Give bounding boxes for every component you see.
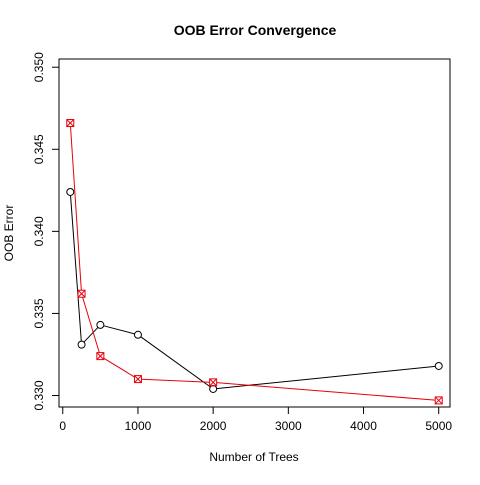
point-cross [77, 289, 86, 298]
series-2-segment [141, 378, 210, 383]
series-1-point [133, 330, 142, 339]
x-tick-label: 2000 [200, 419, 227, 433]
x-tick-label: 5000 [425, 419, 452, 433]
point-box [209, 378, 218, 387]
point-box [96, 352, 105, 361]
point-cross [434, 396, 443, 405]
point-cross [96, 352, 105, 360]
chart-title: OOB Error Convergence [174, 22, 337, 38]
series-layer [66, 119, 443, 405]
x-axis: 0 1000 2000 3000 4000 5000 [59, 406, 452, 433]
x-tick-label: 3000 [275, 419, 302, 433]
series-2-segment [216, 382, 436, 401]
point-box [77, 289, 86, 298]
series-2-point [434, 396, 443, 405]
point-box [434, 396, 443, 405]
series-2-point [66, 119, 75, 128]
point-cross [66, 119, 75, 127]
point-cross [134, 375, 142, 383]
series-2-segment [103, 357, 136, 378]
y-tick-label: 0.345 [32, 134, 46, 164]
y-tick-label: 0.335 [32, 298, 46, 328]
series-1-point [96, 320, 105, 329]
series-1-point [209, 384, 218, 393]
point-box [66, 119, 75, 128]
x-axis-label: Number of Trees [209, 450, 298, 464]
point-box [133, 375, 142, 384]
series-1-point [434, 361, 443, 370]
series-2-point [209, 378, 218, 387]
series-1-segment [216, 365, 436, 390]
y-axis-label: OOB Error [2, 205, 16, 262]
y-axis: 0.330 0.335 0.340 0.345 0.350 [32, 52, 60, 411]
x-tick-label: 1000 [125, 419, 152, 433]
series-1-segment [103, 325, 135, 335]
series-1-point [66, 187, 75, 196]
x-tick-label: 4000 [350, 419, 377, 433]
plot-frame [58, 58, 451, 408]
y-tick-label: 0.350 [32, 52, 46, 82]
x-tick-label: 0 [59, 419, 66, 433]
y-tick-label: 0.340 [32, 216, 46, 246]
point-cross [209, 378, 217, 387]
series-2-point [133, 375, 142, 384]
series-2-segment [82, 296, 100, 353]
series-2-segment [70, 126, 82, 291]
series-2-point [96, 352, 105, 361]
series-1-segment [70, 195, 82, 342]
y-tick-label: 0.330 [32, 380, 46, 410]
series-1-segment [140, 336, 211, 388]
series-1-point [77, 340, 86, 349]
series-2-point [77, 289, 86, 298]
series-1-segment [83, 327, 99, 343]
